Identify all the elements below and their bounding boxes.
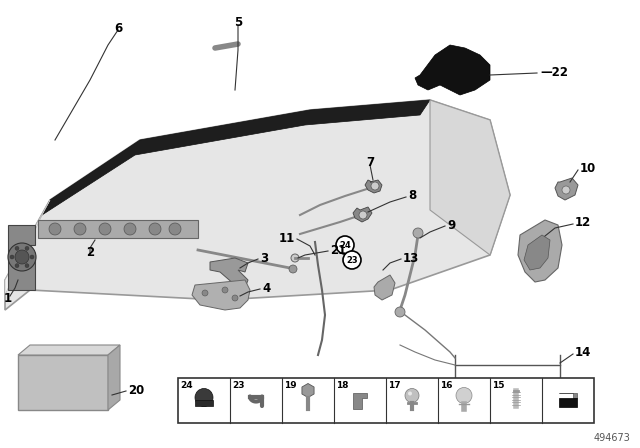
Text: 9: 9	[447, 219, 455, 232]
Circle shape	[15, 246, 19, 250]
Circle shape	[15, 250, 29, 264]
Polygon shape	[353, 392, 367, 409]
Polygon shape	[8, 225, 35, 290]
Bar	[38, 220, 198, 238]
Circle shape	[289, 265, 297, 273]
Circle shape	[291, 254, 299, 262]
Text: 13: 13	[403, 251, 419, 264]
Text: 19: 19	[284, 381, 296, 390]
Text: 24: 24	[339, 241, 351, 250]
Polygon shape	[302, 383, 314, 397]
Circle shape	[74, 223, 86, 235]
Text: 21: 21	[330, 244, 346, 257]
Text: 494673: 494673	[593, 433, 630, 443]
Text: 14: 14	[575, 345, 591, 358]
Text: 24: 24	[180, 381, 193, 390]
Circle shape	[359, 211, 367, 219]
Text: 12: 12	[575, 215, 591, 228]
Circle shape	[405, 388, 419, 402]
Text: —22: —22	[540, 65, 568, 78]
Circle shape	[395, 307, 405, 317]
Polygon shape	[415, 45, 490, 95]
Polygon shape	[353, 207, 372, 222]
Polygon shape	[5, 100, 510, 310]
Text: 7: 7	[366, 155, 374, 168]
Polygon shape	[524, 235, 550, 270]
Text: 11: 11	[279, 232, 295, 245]
Text: 16: 16	[440, 381, 452, 390]
Text: 10: 10	[580, 161, 596, 175]
Circle shape	[232, 295, 238, 301]
Circle shape	[343, 251, 361, 269]
Circle shape	[195, 388, 213, 406]
Text: 1: 1	[4, 292, 12, 305]
Circle shape	[336, 236, 354, 254]
Polygon shape	[192, 280, 250, 310]
Circle shape	[30, 255, 34, 259]
Text: 3: 3	[260, 251, 268, 264]
Polygon shape	[18, 345, 120, 355]
Text: 23: 23	[232, 381, 244, 390]
Bar	[178, 378, 594, 423]
Circle shape	[222, 287, 228, 293]
Text: 15: 15	[492, 381, 504, 390]
Circle shape	[8, 243, 36, 271]
Text: 17: 17	[388, 381, 401, 390]
Circle shape	[25, 264, 29, 267]
Circle shape	[25, 246, 29, 250]
Polygon shape	[108, 345, 120, 410]
Circle shape	[124, 223, 136, 235]
Polygon shape	[555, 178, 578, 200]
Circle shape	[169, 223, 181, 235]
Circle shape	[456, 388, 472, 404]
Bar	[18, 355, 108, 410]
Text: 23: 23	[346, 255, 358, 264]
Polygon shape	[365, 180, 382, 193]
Circle shape	[371, 182, 379, 190]
Text: 2: 2	[86, 246, 94, 258]
Text: 20: 20	[128, 383, 144, 396]
Polygon shape	[559, 392, 577, 397]
Bar	[559, 397, 577, 406]
Circle shape	[99, 223, 111, 235]
Text: 5: 5	[234, 16, 242, 29]
Circle shape	[49, 223, 61, 235]
Circle shape	[10, 255, 14, 259]
Polygon shape	[5, 200, 50, 295]
Polygon shape	[430, 100, 510, 255]
Circle shape	[408, 392, 412, 396]
Circle shape	[202, 290, 208, 296]
Polygon shape	[518, 220, 562, 282]
Bar	[195, 400, 213, 405]
Circle shape	[413, 228, 423, 238]
Polygon shape	[210, 258, 248, 288]
Text: 6: 6	[114, 22, 122, 34]
Text: 8: 8	[408, 189, 416, 202]
Polygon shape	[42, 100, 430, 215]
Text: 4: 4	[262, 281, 270, 294]
Circle shape	[562, 186, 570, 194]
Text: 18: 18	[336, 381, 349, 390]
Polygon shape	[374, 275, 395, 300]
Circle shape	[15, 264, 19, 267]
Circle shape	[149, 223, 161, 235]
